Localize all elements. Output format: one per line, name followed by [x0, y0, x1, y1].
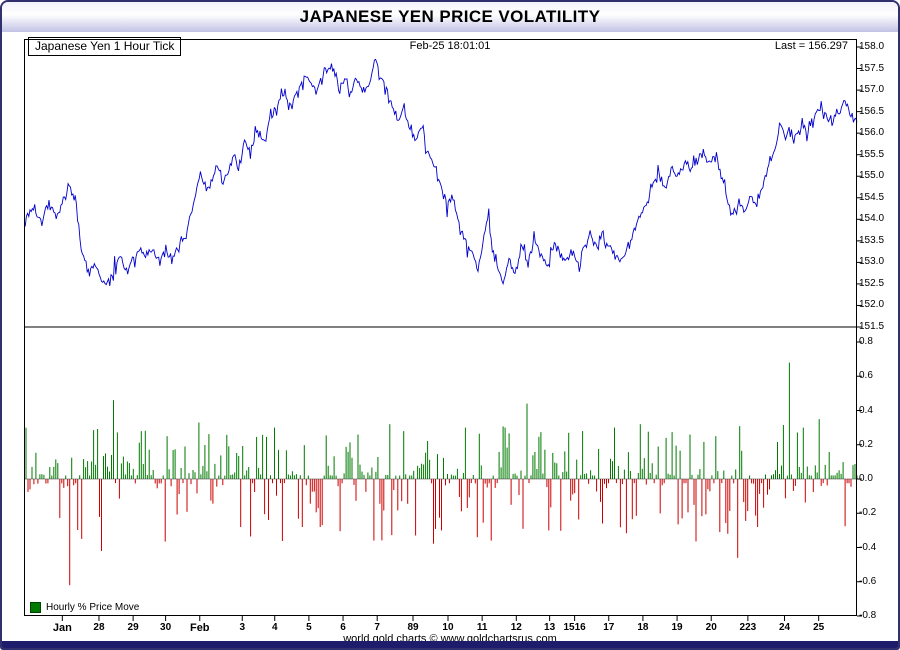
y-axis-label: -0.8	[859, 610, 877, 621]
y-axis-label: 156.5	[859, 105, 885, 117]
x-axis-label: 18	[637, 622, 649, 633]
y-axis-label: 156.0	[859, 127, 885, 139]
x-axis-label: 12	[510, 622, 522, 633]
x-axis-label: 20	[705, 622, 717, 633]
y-axis-label: 155.5	[859, 148, 885, 160]
x-axis-label: 13	[544, 622, 556, 633]
legend-label: Hourly % Price Move	[46, 602, 140, 613]
y-axis-label: 157.0	[859, 84, 885, 96]
y-axis-label: -0.6	[859, 575, 877, 587]
y-axis-label: 152.5	[859, 277, 885, 289]
x-axis-label: 4	[271, 622, 278, 633]
y-axis-label: 158.0	[859, 41, 885, 52]
y-axis: 158.0 157.5 157.0 156.5 156.0 155.5 155.0 154.5…	[859, 39, 898, 639]
x-axis-label: Jan	[52, 622, 72, 634]
x-axis-label: 17	[603, 622, 615, 633]
x-axis-label: 7	[374, 622, 380, 633]
y-axis-label: 0.2	[859, 438, 873, 450]
x-axis-label: 3	[239, 622, 246, 633]
y-axis-label: 157.5	[859, 62, 885, 74]
y-axis-label: -0.2	[859, 507, 877, 519]
y-axis-label: 152.0	[859, 299, 885, 311]
x-axis-label: 89	[407, 622, 419, 633]
y-axis-label: 155.0	[859, 170, 885, 182]
y-axis-label: 0.8	[859, 336, 873, 347]
y-axis-label: -0.4	[859, 541, 877, 553]
bottom-bar	[2, 641, 898, 648]
x-axis-label: 29	[127, 622, 139, 633]
x-axis-label: 24	[778, 622, 791, 633]
title-bar: JAPANESE YEN PRICE VOLATILITY	[2, 2, 898, 33]
x-axis-label: Feb	[189, 622, 210, 634]
timestamp-label: Feb-25 18:01:01	[409, 40, 491, 52]
x-axis-label: 19	[671, 622, 683, 633]
x-axis-label: 28	[93, 622, 105, 633]
x-axis-label: 223	[739, 622, 757, 633]
y-axis-label: 0.0	[859, 473, 873, 484]
y-axis-label: 153.5	[859, 234, 885, 246]
x-axis-label: 1516	[563, 622, 586, 633]
series-label-box: Japanese Yen 1 Hour Tick	[28, 37, 182, 56]
y-axis-label: 153.0	[859, 256, 885, 268]
legend: Hourly % Price Move	[30, 602, 139, 613]
x-axis-label: 10	[442, 622, 454, 633]
price-volatility-chart	[24, 39, 862, 621]
y-axis-label: 0.4	[859, 404, 873, 416]
y-axis-label: 154.0	[859, 213, 885, 225]
legend-swatch-icon	[30, 602, 41, 613]
x-axis-label: 25	[813, 622, 825, 633]
y-axis-label: 154.5	[859, 191, 885, 203]
page-title: JAPANESE YEN PRICE VOLATILITY	[299, 7, 601, 26]
x-axis-label: 11	[476, 622, 488, 633]
x-axis-label: 30	[160, 622, 172, 633]
y-axis-label: 0.6	[859, 370, 873, 382]
x-axis: Jan 28 29 30 Feb 3 4 5 6 7 89 10 11 12 13 1516 17 18 19 20 2…	[24, 622, 862, 636]
series-label: Japanese Yen 1 Hour Tick	[35, 39, 175, 53]
y-axis-label: 151.5	[859, 321, 885, 332]
last-price-label: Last = 156.297	[774, 40, 848, 52]
x-axis-label: 6	[340, 622, 346, 633]
x-axis-label: 5	[306, 622, 312, 633]
chart-region: Japanese Yen 1 Hour Tick Feb-25 18:01:01…	[2, 32, 898, 645]
